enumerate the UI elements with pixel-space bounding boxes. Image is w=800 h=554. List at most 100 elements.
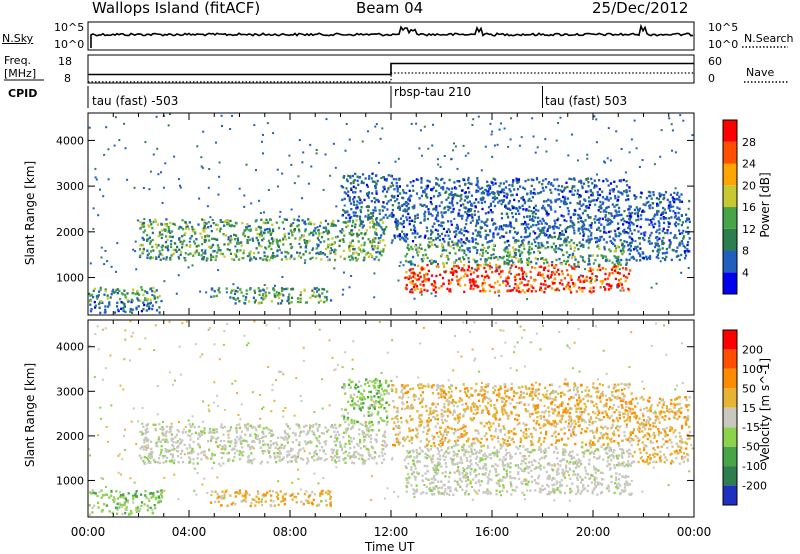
data-cell (616, 256, 619, 260)
data-cell (166, 440, 169, 444)
data-cell (140, 504, 143, 508)
data-cell (365, 229, 368, 232)
data-cell (473, 280, 476, 283)
data-cell (607, 217, 610, 221)
data-cell (546, 227, 550, 231)
data-cell (502, 200, 505, 203)
data-cell (469, 281, 472, 284)
data-cell (604, 161, 607, 164)
data-cell (216, 251, 219, 254)
data-cell (628, 258, 631, 262)
data-cell (588, 263, 591, 266)
data-cell (430, 262, 433, 265)
data-cell (414, 229, 417, 233)
data-cell (609, 159, 612, 162)
data-cell (150, 447, 153, 451)
data-cell (334, 252, 337, 256)
data-cell (399, 217, 403, 220)
data-cell (242, 495, 245, 498)
data-cell (436, 262, 440, 266)
data-cell (94, 176, 97, 179)
data-cell (92, 207, 95, 210)
data-cell (195, 238, 198, 241)
data-cell (393, 236, 396, 240)
data-cell (331, 248, 334, 252)
data-cell (274, 255, 277, 258)
data-cell (412, 271, 415, 274)
data-cell (242, 249, 246, 252)
data-cell (408, 189, 411, 192)
data-cell (358, 224, 361, 227)
data-cell (380, 234, 383, 237)
data-cell (354, 172, 357, 176)
data-cell (350, 418, 353, 422)
data-cell (164, 454, 167, 458)
data-cell (157, 501, 160, 504)
data-cell (118, 139, 121, 142)
data-cell (374, 209, 377, 212)
data-cell (469, 182, 472, 185)
data-cell (624, 198, 628, 202)
data-cell (146, 239, 149, 242)
data-cell (586, 214, 589, 217)
data-cell (176, 245, 179, 249)
data-cell (517, 273, 521, 276)
data-cell (615, 259, 618, 262)
data-cell (463, 252, 466, 255)
data-cell (200, 458, 203, 461)
data-cell (323, 459, 326, 462)
data-cell (547, 269, 550, 273)
data-cell (361, 423, 364, 426)
data-cell (476, 220, 479, 224)
data-cell (521, 289, 524, 292)
data-cell (321, 287, 324, 291)
data-cell (360, 244, 363, 247)
data-cell (296, 218, 299, 222)
data-cell (649, 234, 652, 237)
data-cell (375, 123, 378, 126)
data-cell (329, 504, 332, 507)
data-cell (520, 268, 523, 271)
data-cell (529, 276, 532, 279)
data-cell (323, 295, 326, 299)
data-cell (238, 450, 241, 453)
data-cell (203, 454, 207, 457)
data-cell (405, 240, 408, 243)
data-cell (612, 242, 615, 246)
data-cell (435, 177, 438, 180)
data-cell (135, 306, 138, 309)
data-cell (200, 451, 203, 455)
data-cell (521, 251, 524, 254)
data-cell (155, 289, 158, 292)
data-cell (471, 124, 474, 126)
data-cell (233, 455, 236, 459)
data-cell (374, 186, 377, 190)
data-cell (520, 235, 523, 239)
data-cell (411, 282, 414, 286)
data-cell (625, 180, 628, 183)
data-cell (345, 178, 349, 181)
data-cell (106, 297, 109, 300)
data-cell (359, 392, 362, 395)
data-cell (653, 163, 656, 166)
data-cell (594, 215, 597, 218)
data-cell (503, 191, 506, 194)
data-cell (249, 504, 252, 508)
data-cell (355, 203, 358, 207)
data-cell (464, 283, 467, 287)
data-cell (596, 254, 599, 257)
data-cell (610, 241, 614, 244)
data-cell (350, 232, 354, 235)
data-cell (585, 279, 588, 282)
data-cell (118, 506, 121, 509)
data-cell (221, 446, 225, 449)
data-cell (151, 512, 154, 515)
data-cell (362, 248, 365, 251)
data-cell (379, 241, 382, 244)
data-cell (390, 379, 393, 383)
data-cell (579, 255, 582, 258)
data-cell (166, 230, 170, 234)
data-cell (207, 440, 210, 443)
data-cell (188, 245, 192, 248)
data-cell (454, 193, 457, 197)
